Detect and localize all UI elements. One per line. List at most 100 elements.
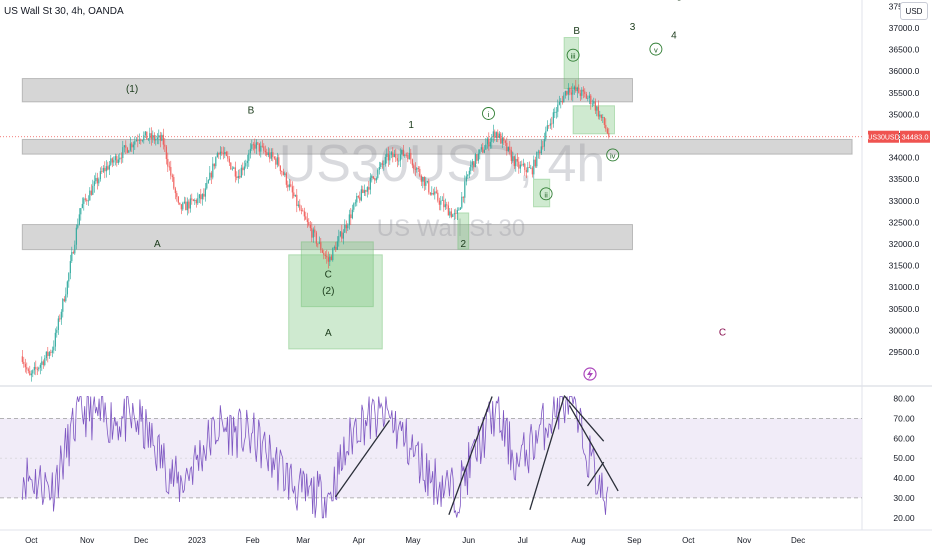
- candle-body: [290, 184, 292, 187]
- candle-body: [396, 158, 398, 161]
- candle-body: [101, 171, 103, 172]
- candle-body: [431, 192, 433, 195]
- wave-label-8: B: [248, 106, 255, 117]
- candle-body: [162, 134, 164, 145]
- candle-body: [425, 181, 427, 186]
- candle-body: [366, 187, 368, 192]
- candle-body: [92, 185, 94, 195]
- candle-body: [522, 163, 524, 166]
- candle-body: [596, 106, 598, 111]
- candle-body: [39, 364, 41, 368]
- currency-selector[interactable]: USD: [900, 2, 928, 20]
- candle-body: [192, 199, 194, 201]
- candle-body: [249, 148, 251, 154]
- candle-body: [77, 224, 79, 228]
- candle-body: [539, 151, 541, 154]
- time-tick-label: Nov: [80, 536, 94, 545]
- price-tick-label: 31000.0: [889, 282, 920, 292]
- candle-body: [479, 149, 481, 154]
- candle-body: [533, 159, 535, 175]
- candle-body: [254, 144, 256, 149]
- candle-body: [104, 168, 106, 172]
- wave-label-18: C: [719, 328, 726, 339]
- candle-body: [96, 177, 98, 184]
- time-tick-label: Jun: [462, 536, 475, 545]
- wave-label-circled-5: iii: [571, 52, 576, 61]
- candle-body: [333, 247, 335, 249]
- candle-body: [44, 358, 46, 366]
- candle-body: [224, 152, 226, 154]
- candle-body: [516, 158, 518, 162]
- price-tick-label: 35000.0: [889, 109, 920, 119]
- candle-body: [147, 138, 149, 140]
- candle-body: [461, 196, 463, 208]
- candle-body: [173, 177, 175, 189]
- time-tick-label: Aug: [571, 536, 585, 545]
- candle-body: [102, 168, 104, 172]
- wave-label-10: 1: [408, 120, 414, 131]
- rsi-tick-label: 40.00: [893, 473, 915, 483]
- last-price-symbol: US30USD: [867, 135, 899, 142]
- candle-body: [347, 225, 349, 229]
- candle-body: [204, 188, 206, 197]
- candle-body: [68, 273, 70, 282]
- candle-body: [324, 254, 326, 256]
- candle-body: [330, 256, 332, 261]
- zone-green-8: [572, 105, 615, 135]
- candle-body: [504, 140, 506, 143]
- candle-body: [470, 164, 472, 171]
- candle-body: [149, 133, 151, 139]
- candle-body: [486, 138, 488, 145]
- candle-body: [485, 144, 487, 150]
- rsi-tick-label: 20.00: [893, 513, 915, 523]
- candle-body: [341, 231, 343, 239]
- candle-body: [288, 184, 290, 188]
- candle-body: [57, 318, 59, 330]
- candle-body: [545, 131, 547, 140]
- candle-body: [270, 152, 272, 159]
- candle-body: [267, 152, 269, 156]
- candle-body: [272, 152, 274, 158]
- candle-body: [356, 195, 358, 203]
- candle-body: [213, 163, 215, 167]
- candle-body: [107, 166, 109, 170]
- candle-body: [359, 197, 361, 201]
- candle-body: [323, 252, 325, 255]
- candle-body: [152, 135, 154, 139]
- candle-body: [59, 318, 61, 320]
- rsi-trendline-0: [334, 419, 391, 498]
- candle-body: [275, 158, 277, 165]
- candle-body: [170, 166, 172, 176]
- candle-body: [452, 214, 454, 218]
- candle-body: [81, 203, 83, 209]
- candle-body: [377, 169, 379, 178]
- candle-body: [252, 144, 254, 146]
- candle-body: [528, 167, 530, 168]
- candle-body: [506, 142, 508, 151]
- candle-body: [284, 173, 286, 175]
- candle-body: [228, 158, 230, 163]
- price-tick-label: 33000.0: [889, 196, 920, 206]
- candle-body: [534, 159, 536, 167]
- candle-body: [437, 192, 439, 201]
- candle-body: [338, 236, 340, 242]
- candle-body: [392, 152, 394, 158]
- candle-body: [189, 198, 191, 209]
- candle-body: [158, 135, 160, 138]
- rsi-trendline-1: [448, 396, 493, 515]
- candle-body: [150, 133, 152, 139]
- candle-body: [443, 199, 445, 208]
- candle-body: [21, 356, 23, 362]
- candle-body: [140, 139, 142, 141]
- candle-body: [527, 167, 529, 173]
- price-tick-label: 33500.0: [889, 174, 920, 184]
- candle-body: [363, 190, 365, 193]
- candle-body: [243, 166, 245, 171]
- candle-body: [29, 370, 31, 376]
- candle-body: [315, 232, 317, 244]
- candle-body: [312, 229, 314, 238]
- candle-body: [246, 160, 248, 163]
- candle-body: [354, 202, 356, 204]
- candle-body: [426, 181, 428, 183]
